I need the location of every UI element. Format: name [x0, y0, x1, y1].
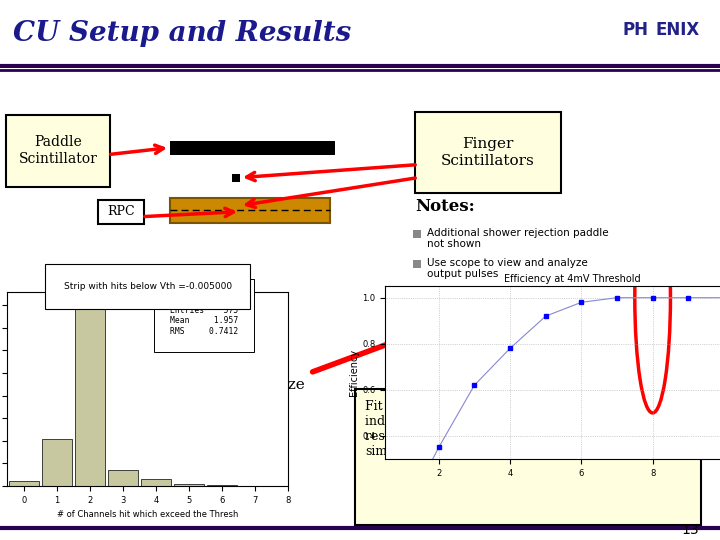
Y-axis label: Efficiency: Efficiency: [349, 349, 359, 396]
Bar: [170, 198, 330, 222]
Bar: [42, 438, 71, 486]
Text: ENIX: ENIX: [655, 22, 699, 39]
Bar: [75, 305, 104, 486]
Bar: [170, 140, 335, 154]
Text: Finger
Scintillators: Finger Scintillators: [441, 138, 535, 168]
Text: 13: 13: [681, 523, 699, 537]
Text: Additional shower rejection paddle
not shown: Additional shower rejection paddle not s…: [427, 228, 608, 249]
Text: 0.5 cm strips: 0.5 cm strips: [15, 435, 147, 453]
Title: Strip with hits below Vth =-0.005000: Strip with hits below Vth =-0.005000: [63, 282, 232, 291]
FancyBboxPatch shape: [355, 389, 701, 525]
Text: Notes:: Notes:: [415, 198, 474, 214]
Text: Use scope to view and analyze
output pulses: Use scope to view and analyze output pul…: [427, 258, 588, 279]
Text: Cluster Size: Cluster Size: [211, 378, 305, 392]
FancyBboxPatch shape: [6, 114, 110, 187]
X-axis label: # of Channels hit which exceed the Thresh: # of Channels hit which exceed the Thres…: [57, 510, 238, 519]
Text: CU Setup and Results: CU Setup and Results: [13, 20, 351, 47]
Text: Fit cluster size data by assuming a hit-
inducing Gaussian radius.  Input
result: Fit cluster size data by assuming a hit-…: [365, 400, 611, 458]
Bar: [232, 201, 240, 210]
Text: RPC: RPC: [107, 205, 135, 218]
Text: used: used: [15, 468, 63, 486]
Bar: [141, 479, 171, 486]
Title: Efficiency at 4mV Threshold: Efficiency at 4mV Threshold: [504, 274, 641, 284]
Bar: [108, 470, 138, 486]
FancyBboxPatch shape: [98, 200, 144, 224]
Text: clusterHist
Entries    575
Mean     1.957
RMS     0.7412: clusterHist Entries 575 Mean 1.957 RMS 0…: [170, 295, 238, 336]
FancyBboxPatch shape: [415, 112, 561, 193]
Text: PH: PH: [623, 22, 649, 39]
Bar: [207, 485, 237, 486]
Bar: [413, 230, 421, 238]
Bar: [232, 174, 240, 181]
Text: Paddle
Scintillator: Paddle Scintillator: [19, 136, 97, 166]
Bar: [9, 482, 39, 486]
Bar: [413, 260, 421, 268]
Bar: [174, 484, 204, 486]
